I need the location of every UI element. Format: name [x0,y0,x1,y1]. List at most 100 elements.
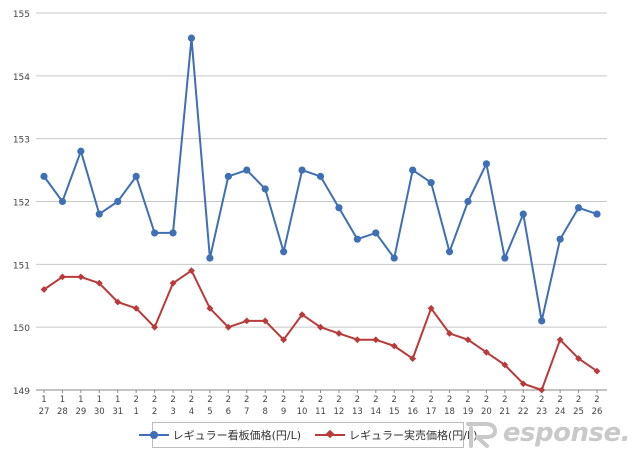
data-point-1 [59,273,66,281]
data-point-1 [501,361,509,369]
x-tick-label-month: 2 [299,395,304,405]
x-tick-label-day: 10 [297,407,308,417]
data-point-1 [446,330,453,337]
data-point-0 [556,235,564,243]
x-tick-label-day: 27 [39,407,50,417]
x-tick-label-day: 5 [207,407,212,417]
x-tick-label-month: 2 [244,395,249,405]
data-point-0 [593,210,601,218]
data-point-1 [483,348,490,356]
legend: レギュラー看板価格(円/L) レギュラー実売価格(円/L) [138,422,477,448]
y-tick-label: 151 [13,261,30,271]
legend-marker-circle-icon [138,430,169,440]
data-point-0 [519,210,527,218]
data-point-1 [243,317,251,325]
x-tick-label-day: 14 [370,407,381,417]
x-tick-label-month: 2 [355,395,360,405]
x-tick-label-month: 2 [170,395,175,405]
data-point-1 [169,279,177,287]
data-point-1 [40,286,48,293]
data-point-0 [353,235,361,243]
data-point-0 [390,254,398,262]
x-tick-label-day: 23 [536,407,547,417]
data-point-0 [372,229,380,237]
x-tick-label-month: 1 [60,395,65,405]
y-tick-label: 155 [13,10,30,20]
y-tick-label: 150 [13,324,30,334]
x-tick-label-month: 2 [281,395,286,405]
gridlines [36,12,607,391]
data-point-0 [427,179,435,187]
legend-label-jitsubai: レギュラー実売価格(円/L) [349,429,478,442]
data-point-0 [132,172,140,180]
x-tick-label-day: 8 [262,407,267,417]
x-tick-label-month: 2 [373,395,378,405]
data-point-1 [114,298,122,306]
data-point-0 [206,254,214,262]
data-point-1 [409,355,417,362]
x-tick-label-month: 2 [428,395,433,405]
response-logo-text: esponse. [502,418,631,448]
x-tick-label-day: 1 [133,407,138,417]
data-point-1 [519,380,527,388]
x-tick-label-month: 1 [41,395,46,405]
x-tick-label-day: 16 [407,407,418,417]
series-group [40,34,601,394]
legend-marker-diamond-icon [315,430,345,440]
data-point-0 [482,160,490,168]
y-tick-label: 149 [13,387,30,397]
x-tick-label-month: 2 [318,395,323,405]
data-point-0 [114,197,122,206]
data-point-0 [280,248,288,256]
data-point-0 [298,166,306,174]
data-point-0 [224,172,232,180]
data-point-1 [77,273,85,281]
data-point-1 [556,336,564,344]
x-tick-label-month: 2 [262,395,267,405]
x-tick-label-day: 17 [426,407,437,417]
x-tick-label-day: 21 [499,407,510,417]
x-tick-label-month: 2 [336,395,341,405]
data-point-1 [353,336,361,344]
x-tick-label-month: 2 [557,395,562,405]
x-tick-label-day: 12 [334,407,345,417]
x-tick-label-month: 2 [576,395,581,405]
x-tick-label-month: 2 [484,395,489,405]
x-tick-label-month: 1 [78,395,83,405]
x-tick-label-day: 2 [152,407,157,417]
data-point-1 [390,342,398,350]
x-tick-label-day: 31 [112,407,123,417]
data-point-0 [464,197,472,206]
x-tick-label-month: 2 [226,395,231,405]
data-point-1 [261,317,269,325]
data-point-1 [335,330,343,337]
x-tick-label-day: 24 [555,407,566,417]
data-point-1 [206,304,214,312]
x-tick-label-day: 7 [244,407,249,417]
data-point-0 [187,34,196,42]
x-tick-label-day: 22 [518,407,529,417]
x-tick-label-day: 18 [444,407,455,417]
x-tick-label-month: 2 [133,395,138,405]
data-point-0 [409,166,417,174]
data-point-1 [593,367,601,375]
x-tick-label-month: 2 [502,395,507,405]
data-point-0 [445,248,454,256]
data-point-1 [464,336,472,344]
data-point-0 [316,172,325,180]
x-tick-label-day: 30 [94,407,105,417]
data-point-0 [40,172,48,180]
x-tick-label-day: 19 [463,407,474,417]
data-point-0 [538,317,546,325]
data-point-1 [132,304,140,312]
y-tick-label: 153 [13,136,30,146]
x-tick-label-month: 2 [539,395,544,405]
data-point-0 [58,197,67,206]
x-tick-label-day: 20 [481,407,492,417]
x-tick-label-month: 2 [392,395,397,405]
x-tick-label-month: 2 [207,395,212,405]
data-point-0 [335,204,343,212]
legend-label-kanban: レギュラー看板価格(円/L) [172,429,301,442]
x-tick-label-day: 4 [189,407,194,417]
